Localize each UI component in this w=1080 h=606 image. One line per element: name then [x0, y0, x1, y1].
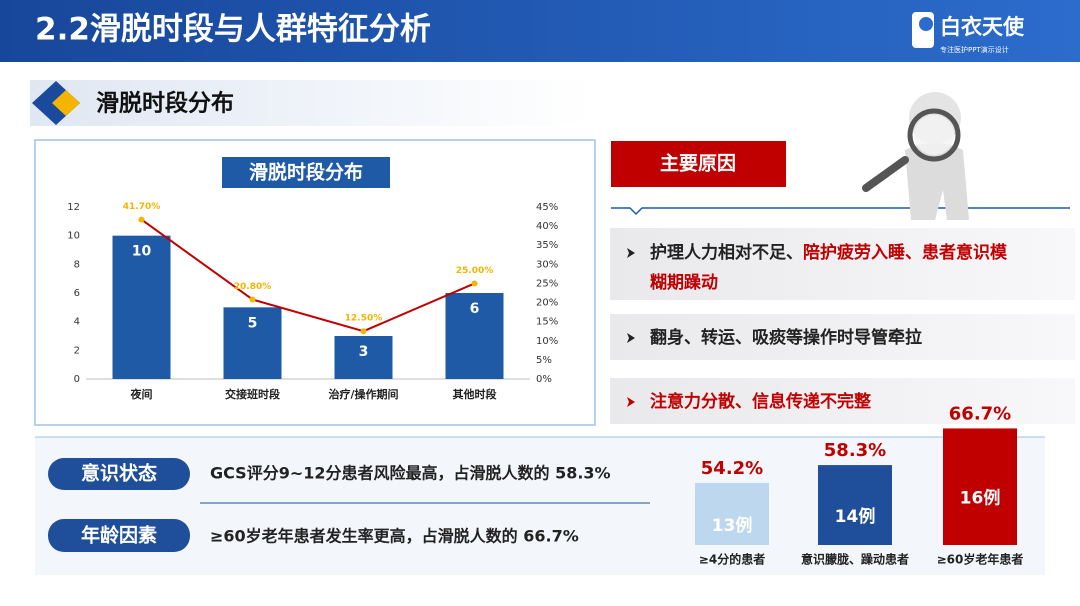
y-tick-label: 8 [74, 259, 80, 270]
bar-label: 10 [132, 244, 152, 260]
bar [818, 465, 892, 545]
section-icon [52, 90, 80, 116]
reasons-title: 主要原因 [660, 153, 736, 175]
reason-item [610, 378, 1075, 424]
y2-tick-label: 25% [536, 278, 558, 289]
marker [360, 328, 367, 335]
reason-item [610, 314, 1075, 360]
y-tick-label: 12 [67, 202, 80, 213]
value-label: 58.3% [824, 440, 886, 461]
logo: 白衣天使 [940, 15, 1025, 39]
y-tick-label: 4 [74, 317, 80, 328]
case-label: 13例 [712, 515, 753, 536]
section-title: 滑脱时段分布 [96, 90, 234, 117]
bar-label: 6 [470, 301, 480, 317]
x-tick-label: 治疗/操作期间 [328, 387, 398, 401]
line [140, 218, 475, 333]
y2-tick-label: 15% [536, 317, 558, 328]
y2-tick-label: 0% [536, 374, 552, 385]
reason-item [610, 228, 1075, 300]
line-label: 25.00% [456, 266, 494, 276]
factor-text: ≥60岁老年患者发生率更高，占滑脱人数的 66.7% [210, 527, 579, 546]
header-bar [0, 0, 1080, 62]
y-tick-label: 6 [74, 288, 80, 299]
reason-segment: 注意力分散、信息传递不完整 [650, 392, 871, 412]
line-label: 20.80% [234, 282, 272, 292]
case-label: 14例 [835, 506, 876, 527]
marker [249, 296, 256, 303]
reason-segment: 翻身、转运、吸痰等操作时导管牵拉 [650, 328, 922, 348]
bar [943, 428, 1017, 545]
reason-text: 注意力分散、信息传递不完整 [650, 387, 1020, 417]
bar [695, 482, 769, 545]
marker [138, 216, 145, 223]
reason-segment: 护理人力相对不足、 [650, 243, 803, 263]
reason-text: 护理人力相对不足、陪护疲劳入睡、患者意识模糊期躁动 [650, 238, 1020, 298]
factor-text: GCS评分9~12分患者风险最高，占滑脱人数的 58.3% [210, 464, 611, 483]
figure-illustration [862, 92, 969, 220]
y2-tick-label: 5% [536, 355, 552, 366]
bar-label: 5 [248, 315, 258, 331]
x-tick-label: ≥60岁老年患者 [937, 552, 1024, 567]
y2-tick-label: 35% [536, 240, 558, 251]
line-label: 12.50% [345, 314, 383, 324]
x-tick-label: 夜间 [130, 387, 153, 401]
reason-text: 翻身、转运、吸痰等操作时导管牵拉 [650, 323, 1020, 353]
y-tick-label: 2 [74, 345, 80, 356]
bullet [627, 397, 635, 407]
logo-tagline: 专注医护PPT演示设计 [940, 45, 1009, 54]
chart-title-box [222, 157, 390, 188]
bar [445, 293, 504, 379]
x-tick-label: 其他时段 [453, 387, 497, 401]
y2-tick-label: 10% [536, 336, 558, 347]
factor-label: 意识状态 [81, 462, 157, 485]
factor-pill [48, 519, 190, 552]
reasons-title-box [611, 141, 786, 187]
reason-segment: 陪护疲劳入睡、患者意识模糊期躁动 [650, 243, 1007, 293]
y2-tick-label: 45% [536, 202, 558, 213]
header-title: 2.2滑脱时段与人群特征分析 [35, 12, 431, 48]
bar [112, 235, 171, 379]
x-tick-label: 交接班时段 [225, 387, 280, 401]
chart-title: 滑脱时段分布 [249, 161, 363, 184]
x-tick-label: ≥4分的患者 [699, 552, 765, 567]
bar [223, 307, 282, 379]
marker [471, 280, 478, 287]
bullet [627, 333, 635, 343]
value-label: 66.7% [949, 403, 1011, 424]
y-tick-label: 0 [74, 374, 80, 385]
bar-label: 3 [359, 344, 369, 360]
case-label: 16例 [960, 488, 1001, 509]
y-tick-label: 10 [67, 231, 80, 242]
bar [334, 336, 393, 379]
x-tick-label: 意识朦胧、躁动患者 [801, 552, 909, 567]
factor-pill [48, 458, 190, 490]
y2-tick-label: 40% [536, 221, 558, 232]
section-strip [30, 80, 590, 126]
y2-tick-label: 20% [536, 298, 558, 309]
bullet [627, 248, 635, 258]
factor-label: 年龄因素 [81, 524, 157, 547]
y2-tick-label: 30% [536, 259, 558, 270]
logo-icon [919, 17, 933, 31]
value-label: 54.2% [701, 458, 763, 479]
line-label: 41.70% [123, 202, 161, 212]
divider [611, 207, 1070, 216]
